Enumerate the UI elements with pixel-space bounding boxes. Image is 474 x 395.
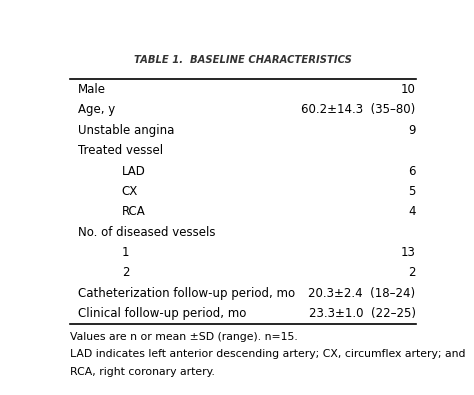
Text: RCA: RCA (122, 205, 146, 218)
Text: 2: 2 (408, 266, 416, 279)
Text: Male: Male (78, 83, 106, 96)
Text: TABLE 1.  BASELINE CHARACTERISTICS: TABLE 1. BASELINE CHARACTERISTICS (134, 55, 352, 65)
Text: Clinical follow-up period, mo: Clinical follow-up period, mo (78, 307, 246, 320)
Text: LAD indicates left anterior descending artery; CX, circumflex artery; and: LAD indicates left anterior descending a… (70, 349, 466, 359)
Text: 60.2±14.3  (35–80): 60.2±14.3 (35–80) (301, 103, 416, 117)
Text: RCA, right coronary artery.: RCA, right coronary artery. (70, 367, 215, 377)
Text: CX: CX (122, 185, 138, 198)
Text: 20.3±2.4  (18–24): 20.3±2.4 (18–24) (309, 287, 416, 300)
Text: Treated vessel: Treated vessel (78, 144, 163, 157)
Text: 13: 13 (401, 246, 416, 259)
Text: 6: 6 (408, 165, 416, 177)
Text: Catheterization follow-up period, mo: Catheterization follow-up period, mo (78, 287, 295, 300)
Text: 2: 2 (122, 266, 129, 279)
Text: 5: 5 (408, 185, 416, 198)
Text: No. of diseased vessels: No. of diseased vessels (78, 226, 215, 239)
Text: Unstable angina: Unstable angina (78, 124, 174, 137)
Text: 1: 1 (122, 246, 129, 259)
Text: Values are n or mean ±SD (range). n=15.: Values are n or mean ±SD (range). n=15. (70, 332, 298, 342)
Text: Age, y: Age, y (78, 103, 115, 117)
Text: 10: 10 (401, 83, 416, 96)
Text: 9: 9 (408, 124, 416, 137)
Text: LAD: LAD (122, 165, 146, 177)
Text: 4: 4 (408, 205, 416, 218)
Text: 23.3±1.0  (22–25): 23.3±1.0 (22–25) (309, 307, 416, 320)
